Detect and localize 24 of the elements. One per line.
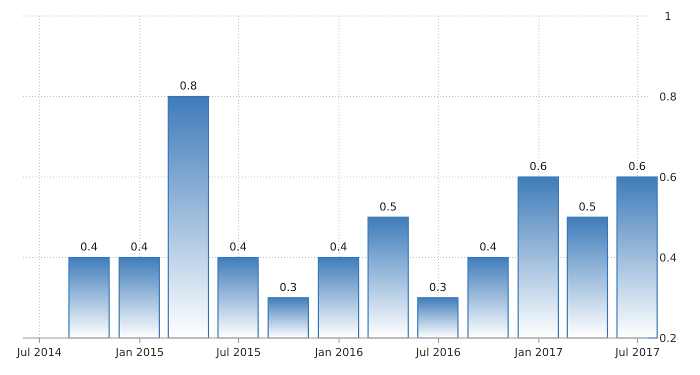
data-label: 0.4 (229, 240, 247, 254)
data-label: 0.3 (280, 280, 298, 294)
y-tick-label: 1 (664, 10, 672, 23)
data-label: 0.8 (180, 80, 198, 92)
y-tick-label: 0.4 (659, 252, 677, 264)
y-tick-label: 0.6 (659, 171, 677, 184)
x-tick-label: Jan 2015 (114, 346, 164, 359)
data-label: 0.3 (429, 280, 447, 294)
data-label: 0.4 (479, 240, 497, 254)
x-tick-label: Jan 2017 (514, 346, 564, 359)
data-label: 0.5 (578, 200, 596, 214)
y-tick-label: 0.8 (659, 90, 677, 104)
data-label: 0.6 (628, 160, 646, 173)
data-label: 0.5 (379, 200, 397, 214)
x-tick-label: Jul 2014 (16, 346, 62, 359)
y-tick-label: 0.2 (659, 332, 677, 345)
x-tick-label: Jul 2015 (215, 346, 261, 359)
data-label: 0.4 (80, 240, 98, 254)
x-tick-label: Jul 2017 (614, 346, 660, 359)
x-tick-label: Jan 2016 (314, 346, 364, 359)
data-label: 0.6 (530, 160, 548, 173)
data-label: 0.4 (330, 240, 348, 254)
data-label: 0.4 (130, 240, 148, 254)
x-tick-label: Jul 2016 (415, 346, 461, 359)
